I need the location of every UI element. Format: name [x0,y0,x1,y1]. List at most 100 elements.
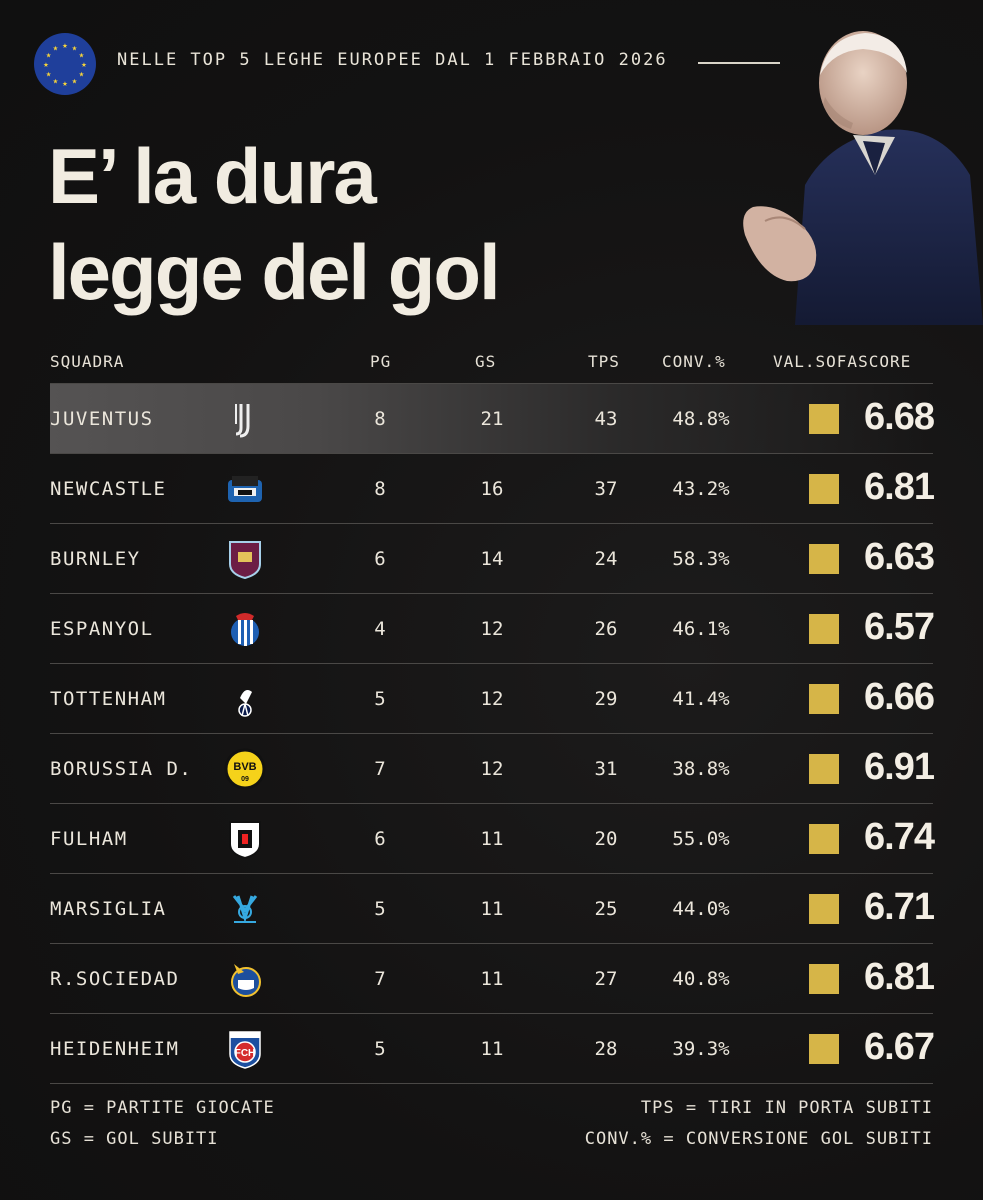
pg-value: 5 [374,1038,386,1060]
team-name: FULHAM [50,828,128,850]
team-name: MARSIGLIA [50,898,167,920]
burnley-logo-icon [229,541,261,580]
table-row: BURNLEY 6 14 24 58.3% 6.63 [50,523,935,593]
conv-value: 55.0% [672,828,730,850]
gs-value: 14 [480,548,504,570]
table-row: JUVENTUS 8 21 43 48.8% 6.68 [50,383,935,453]
team-name: JUVENTUS [50,408,154,430]
marseille-logo-icon [232,895,258,923]
pg-value: 8 [374,408,386,430]
svg-text:★: ★ [79,51,85,61]
legend-conv: CONV.% = CONVERSIONE GOL SUBITI [584,1129,933,1149]
gs-value: 11 [480,898,504,920]
table-row: FULHAM 6 11 20 55.0% 6.74 [50,803,935,873]
conv-value: 39.3% [672,1038,730,1060]
tps-value: 20 [594,828,618,850]
table-row: R.SOCIEDAD 7 11 27 40.8% 6.81 [50,943,935,1013]
bvb-logo-icon: BVB 09 [224,748,266,790]
bvb-logo-year: 09 [241,776,249,783]
heidenheim-logo-text: FCH [235,1048,256,1059]
team-name: BURNLEY [50,548,141,570]
pg-value: 8 [374,478,386,500]
sofascore-rating: 6.71 [864,886,935,928]
newcastle-logo-icon [228,476,262,502]
sofascore-rating: 6.63 [864,536,935,578]
svg-text:★: ★ [81,60,87,70]
legend-tps: TPS = TIRI IN PORTA SUBITI [640,1098,933,1118]
rating-swatch [809,824,839,854]
legend-gs: GS = GOL SUBITI [50,1129,219,1149]
heidenheim-logo-icon: FCH [229,1031,261,1069]
header-val: VAL.SOFASCORE [773,352,912,371]
gs-value: 16 [480,478,504,500]
header-gs: GS [475,352,497,371]
conv-value: 58.3% [672,548,730,570]
tps-value: 31 [594,758,618,780]
coach-photo [743,31,983,325]
sofascore-rating: 6.91 [864,746,935,788]
rating-swatch [809,1034,839,1064]
kicker-divider [698,62,780,64]
gs-value: 11 [480,828,504,850]
team-name: R.SOCIEDAD [50,968,180,990]
conv-value: 38.8% [672,758,730,780]
kicker-text: NELLE TOP 5 LEGHE EUROPEE DAL 1 FEBBRAIO… [117,50,668,70]
sofascore-rating: 6.66 [864,676,935,718]
rating-swatch [809,754,839,784]
team-name: TOTTENHAM [50,688,167,710]
sofascore-rating: 6.68 [864,396,935,438]
table-row: HEIDENHEIM FCH 5 11 28 39.3% 6.67 [50,1013,935,1084]
pg-value: 4 [374,618,386,640]
table-body: JUVENTUS 8 21 43 48.8% 6.68 NEWCASTLE 8 16 37 43.2… [50,383,935,1084]
svg-text:★: ★ [79,70,85,80]
bvb-logo-text: BVB [233,761,256,773]
title-line-1: E’ la dura [48,132,377,220]
svg-text:★: ★ [46,51,52,61]
eu-flag-icon: ★ ★★★★★★★★★★★ [34,33,96,95]
tps-value: 29 [594,688,618,710]
team-name: HEIDENHEIM [50,1038,180,1060]
tps-value: 28 [594,1038,618,1060]
pg-value: 5 [374,898,386,920]
sofascore-rating: 6.74 [864,816,935,858]
pg-value: 6 [374,548,386,570]
header-conv: CONV.% [662,352,726,371]
team-name: NEWCASTLE [50,478,167,500]
conv-value: 41.4% [672,688,730,710]
conv-value: 44.0% [672,898,730,920]
title-line-2: legge del gol [48,228,501,316]
svg-text:★: ★ [62,41,68,51]
svg-text:★: ★ [53,44,59,54]
gs-value: 12 [480,618,504,640]
gs-value: 21 [480,408,504,430]
table-header: SQUADRA PG GS TPS CONV.% VAL.SOFASCORE [50,345,933,383]
team-name: BORUSSIA D. [50,758,193,780]
tps-value: 43 [594,408,618,430]
rating-swatch [809,894,839,924]
sofascore-rating: 6.57 [864,606,935,648]
tps-value: 37 [594,478,618,500]
rating-swatch [809,614,839,644]
table-row: ESPANYOL 4 12 26 46.1% 6.57 [50,593,935,663]
real-sociedad-logo-icon [231,964,261,997]
espanyol-logo-icon [231,613,259,646]
rating-swatch [809,684,839,714]
svg-text:★: ★ [43,60,49,70]
svg-text:★: ★ [72,76,78,86]
tps-value: 24 [594,548,618,570]
sofascore-rating: 6.81 [864,466,935,508]
tps-value: 26 [594,618,618,640]
conv-value: 46.1% [672,618,730,640]
rating-swatch [809,474,839,504]
team-name: ESPANYOL [50,618,154,640]
conv-value: 40.8% [672,968,730,990]
rating-swatch [809,404,839,434]
legend-right: TPS = TIRI IN PORTA SUBITI CONV.% = CONV… [585,1093,933,1155]
tottenham-logo-icon [238,690,252,717]
pg-value: 5 [374,688,386,710]
header-team: SQUADRA [50,352,125,371]
stats-table: SQUADRA PG GS TPS CONV.% VAL.SOFASCORE J… [50,345,935,1084]
pg-value: 7 [374,758,386,780]
tps-value: 25 [594,898,618,920]
pg-value: 6 [374,828,386,850]
